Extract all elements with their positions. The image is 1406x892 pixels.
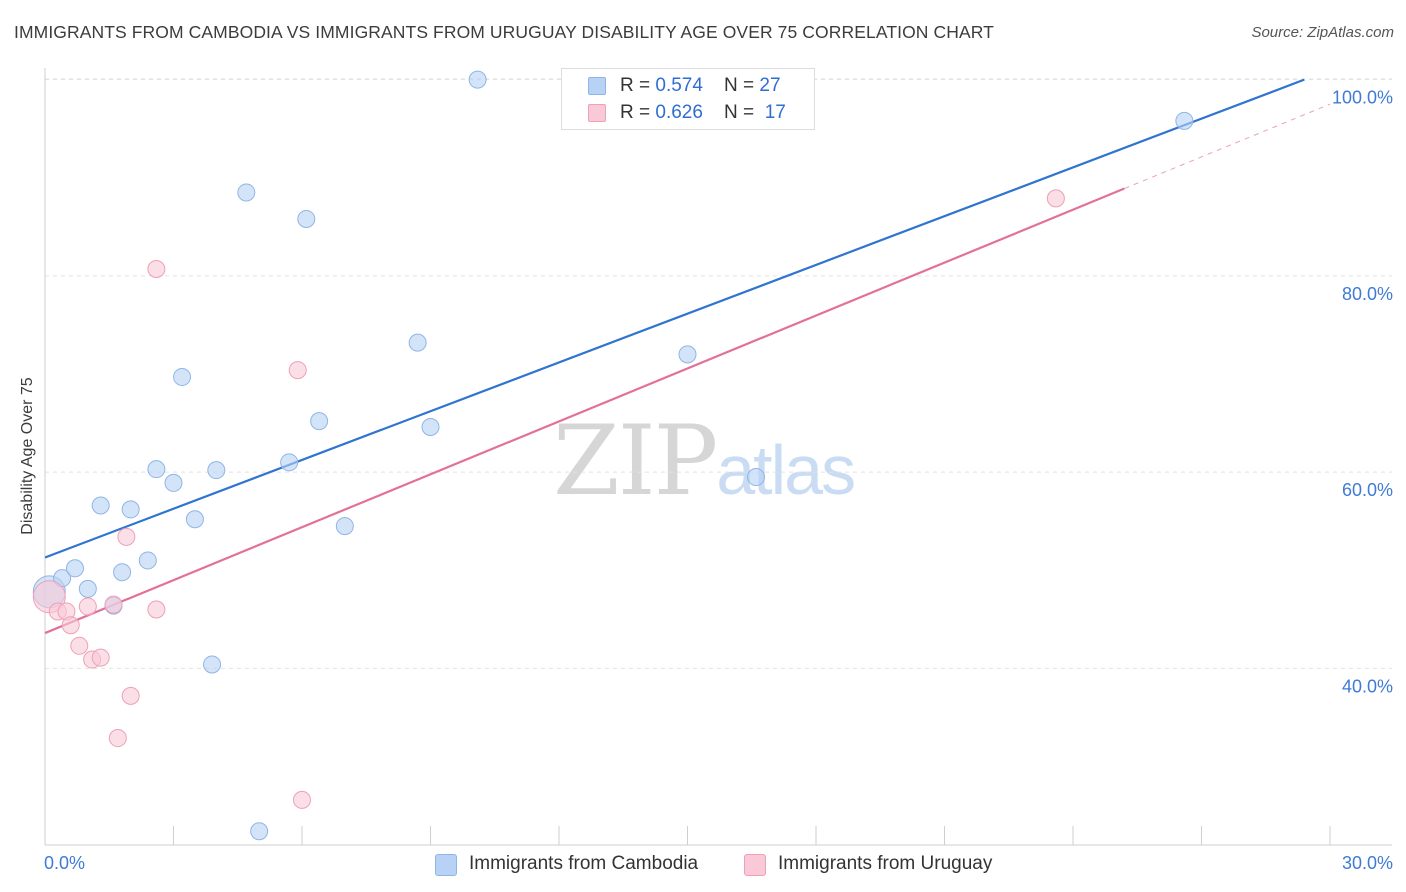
point-cambodia — [173, 367, 192, 386]
point-cambodia — [310, 412, 329, 431]
point-cambodia — [250, 822, 269, 841]
trend-line-cambodia — [44, 78, 1305, 559]
point-cambodia — [297, 209, 316, 228]
point-uruguay — [78, 597, 97, 616]
point-uruguay — [121, 686, 140, 705]
point-cambodia — [408, 333, 427, 352]
y-tick-label: 100.0% — [1332, 88, 1393, 108]
point-cambodia — [468, 70, 487, 89]
point-cambodia — [237, 183, 256, 202]
stats-legend: R = 0.574 N = 27 R = 0.626 N = 17 — [561, 68, 815, 130]
tick-labels: 40.0% 60.0% 80.0% 100.0% 0.0% 30.0% — [44, 88, 1393, 873]
point-cambodia — [421, 417, 440, 436]
watermark-atlas: atlas — [716, 431, 856, 509]
point-cambodia — [91, 496, 110, 515]
point-cambodia — [138, 551, 157, 570]
point-uruguay — [117, 527, 136, 546]
legend-text-uruguay: R = 0.626 N = 17 — [620, 102, 786, 124]
point-cambodia — [78, 579, 97, 598]
point-cambodia — [678, 345, 697, 364]
legend-swatch-cambodia — [435, 854, 457, 876]
point-cambodia — [280, 453, 299, 472]
legend-swatch-cambodia — [588, 77, 606, 95]
trend-line-uruguay — [44, 187, 1125, 635]
n-label: N = — [724, 75, 760, 96]
r-label: R = — [620, 102, 656, 123]
point-cambodia — [185, 510, 204, 529]
point-uruguay — [147, 260, 166, 279]
legend-label-cambodia: Immigrants from Cambodia — [469, 853, 699, 874]
y-tick-label: 80.0% — [1342, 284, 1393, 304]
trend-lines — [44, 78, 1331, 635]
point-uruguay — [91, 648, 110, 667]
watermark: ZIPatlas — [553, 405, 856, 517]
chart-title: IMMIGRANTS FROM CAMBODIA VS IMMIGRANTS F… — [14, 22, 994, 42]
point-uruguay — [70, 636, 89, 655]
legend-label-uruguay: Immigrants from Uruguay — [778, 853, 993, 874]
x-tick-label-min: 0.0% — [44, 853, 85, 873]
r-label: R = — [620, 75, 656, 96]
y-tick-label: 40.0% — [1342, 676, 1393, 696]
n-value-uruguay: 17 — [764, 102, 786, 123]
point-cambodia — [65, 559, 84, 578]
point-uruguay — [108, 729, 127, 748]
point-uruguay — [61, 616, 80, 635]
legend-swatch-uruguay — [588, 104, 606, 122]
point-cambodia — [203, 655, 222, 674]
point-uruguay — [104, 595, 123, 614]
legend-text-cambodia: R = 0.574 N = 27 — [620, 75, 781, 97]
point-cambodia — [335, 517, 354, 536]
point-cambodia — [121, 500, 140, 519]
n-value-cambodia: 27 — [759, 75, 781, 96]
point-cambodia — [747, 468, 766, 487]
n-label: N = — [724, 102, 760, 123]
point-cambodia — [113, 563, 132, 582]
grid-lines — [45, 78, 1392, 669]
point-uruguay — [293, 790, 311, 809]
point-cambodia — [207, 461, 226, 480]
series-legend: Immigrants from Cambodia Immigrants from… — [0, 852, 1406, 878]
x-tick-label-max: 30.0% — [1342, 853, 1393, 873]
point-cambodia — [1175, 111, 1194, 130]
data-points — [32, 70, 1194, 841]
trend-extension-uruguay — [1124, 103, 1331, 190]
point-cambodia — [164, 473, 183, 492]
point-cambodia — [147, 460, 166, 479]
r-value-uruguay: 0.626 — [655, 102, 703, 123]
watermark-zip: ZIP — [553, 405, 718, 517]
point-uruguay — [147, 600, 166, 619]
r-value-cambodia: 0.574 — [655, 75, 703, 96]
y-tick-label: 60.0% — [1342, 480, 1393, 500]
point-uruguay — [288, 361, 307, 380]
point-uruguay — [1046, 189, 1065, 208]
axes — [44, 68, 1392, 846]
source-credit: Source: ZipAtlas.com — [1251, 24, 1394, 41]
legend-swatch-uruguay — [744, 854, 766, 876]
